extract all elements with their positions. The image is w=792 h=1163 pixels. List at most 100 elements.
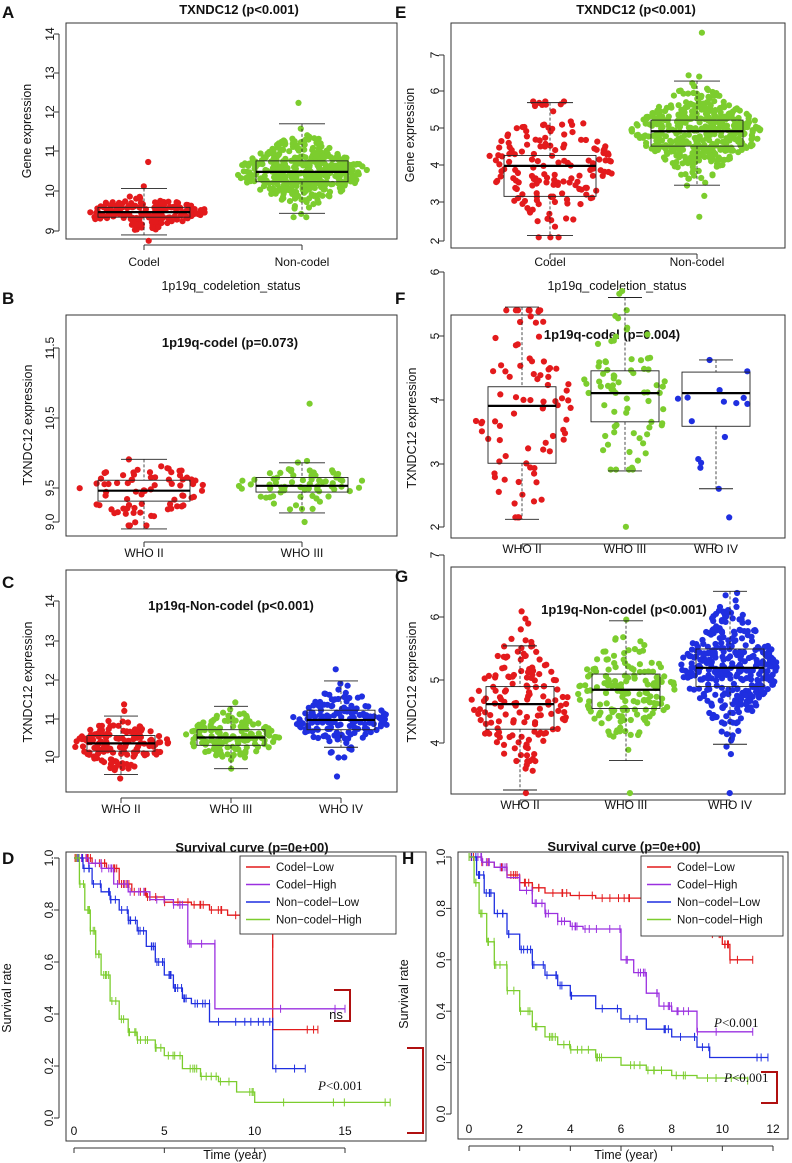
data-point [494,731,501,738]
data-point [594,656,601,663]
data-point [168,480,175,487]
data-point [270,475,277,482]
data-point [604,367,611,374]
data-point [335,686,342,693]
data-point [764,686,771,693]
data-point [561,709,568,716]
data-point [739,677,746,684]
data-point [493,739,500,746]
data-point [645,397,652,405]
data-point [531,751,538,758]
data-point [510,410,518,417]
data-point [611,660,618,667]
data-point [493,179,500,186]
data-point [522,637,529,644]
data-point [282,155,289,162]
data-point [277,469,284,476]
data-point [171,496,178,503]
data-point [564,694,571,701]
data-point [567,404,574,411]
data-point [585,157,592,164]
data-point [190,736,197,743]
data-point [689,112,696,119]
data-point [525,445,532,452]
data-point [303,214,310,221]
data-point [576,172,583,179]
data-point [540,398,547,405]
data-point [653,382,660,389]
data-point [87,726,94,734]
data-point [605,151,612,158]
swarm-who-iii [183,699,283,772]
y-tick-label: 4 [428,739,442,746]
data-point [288,479,296,486]
data-point [275,165,282,172]
data-point [485,672,492,680]
data-point [565,397,572,404]
data-point [596,359,603,366]
data-point [546,210,553,217]
data-point [719,704,727,712]
data-point [623,307,630,314]
data-point [605,715,612,722]
data-point [125,502,133,509]
data-point [140,750,147,757]
data-point [653,693,660,700]
data-point [620,656,627,663]
panel-h: H Survival curve (p=0e+00) 0.00.20.40.60… [397,839,789,1162]
data-point [278,196,285,203]
panel-h-xlabel: Time (year) [594,1148,657,1162]
data-point [525,736,533,744]
panel-e: E TXNDC12 (p<0.001) 2 3 4 5 6 7 Codel Non-codel… [395,2,786,293]
data-point [721,433,729,441]
data-point [523,752,531,759]
data-point [140,183,147,190]
data-point [331,162,338,169]
y-tick-label: 0.6 [42,953,56,970]
data-point [292,502,300,509]
data-point [694,145,702,152]
data-point [646,121,653,128]
data-point [718,639,725,647]
data-point [728,643,735,650]
data-point [577,201,584,208]
data-point [184,201,191,209]
x-tick-label: Non-codel [275,255,330,269]
data-point [670,681,678,689]
panel-f-plot: 2 3 4 5 6 WHO II WHO III WHO IV [428,268,751,556]
panel-c-frame [65,569,398,793]
panel-a-xlabel: 1p19q_codeletion_status [161,279,300,293]
data-point [540,737,547,745]
data-point [745,619,752,626]
data-point [688,664,695,671]
data-point [102,469,110,476]
data-point [675,111,682,118]
data-point [497,173,504,180]
data-point [723,135,730,142]
data-point [612,636,619,643]
y-tick-label: 7 [428,551,442,558]
panel-g-ylabel: TXNDC12 expression [405,622,419,743]
data-point [120,214,127,221]
data-point [237,723,244,730]
data-point [337,680,344,687]
data-point [193,210,200,217]
data-point [87,209,94,216]
data-point [723,147,730,154]
data-point [712,150,719,157]
panel-letter-f: F [395,289,405,308]
data-point [238,485,245,492]
data-point [575,690,582,698]
data-point [707,152,714,159]
data-point [334,152,341,159]
data-point [341,754,348,761]
data-point [297,719,304,727]
data-point [316,712,324,719]
x-tick-label: WHO II [502,542,541,556]
data-point [634,457,642,464]
data-point [644,697,651,704]
data-point [735,727,742,735]
data-point [523,713,531,721]
data-point [626,790,634,797]
data-point [270,500,277,507]
